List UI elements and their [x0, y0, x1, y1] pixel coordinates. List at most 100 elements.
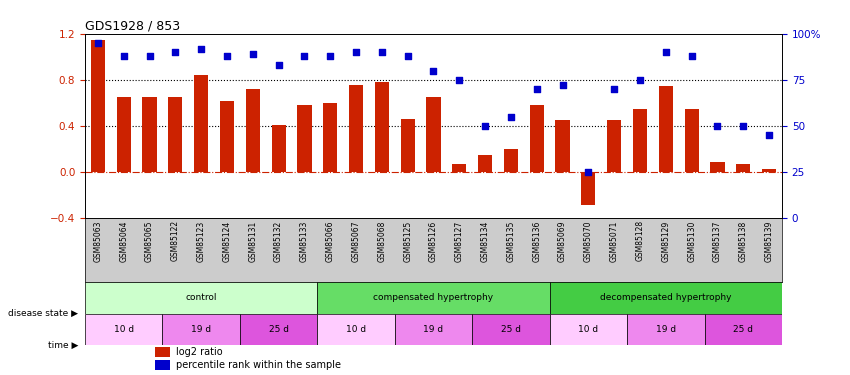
- Bar: [298, 105, 311, 172]
- Bar: [530, 105, 544, 172]
- Text: 25 d: 25 d: [269, 325, 289, 334]
- Text: disease state ▶: disease state ▶: [8, 309, 78, 318]
- Bar: [220, 100, 234, 172]
- Text: GSM85068: GSM85068: [377, 220, 387, 262]
- Point: [427, 68, 440, 74]
- Text: 25 d: 25 d: [734, 325, 753, 334]
- Bar: [705, 314, 782, 345]
- Bar: [633, 109, 647, 172]
- Point: [608, 86, 621, 92]
- Bar: [162, 314, 240, 345]
- Text: compensated hypertrophy: compensated hypertrophy: [373, 293, 494, 302]
- Text: decompensated hypertrophy: decompensated hypertrophy: [600, 293, 732, 302]
- Point: [711, 123, 724, 129]
- Point: [272, 62, 286, 68]
- Point: [452, 77, 466, 83]
- Text: GSM85133: GSM85133: [300, 220, 309, 262]
- Bar: [736, 164, 751, 172]
- Text: time ▶: time ▶: [48, 341, 78, 350]
- Bar: [607, 120, 621, 172]
- Text: GSM85066: GSM85066: [326, 220, 335, 262]
- Point: [91, 40, 105, 46]
- Point: [117, 53, 131, 59]
- Point: [504, 114, 518, 120]
- Text: GSM85132: GSM85132: [274, 220, 283, 261]
- Bar: [627, 314, 705, 345]
- Bar: [427, 97, 440, 172]
- Bar: [240, 314, 317, 345]
- Bar: [271, 125, 286, 172]
- Text: GSM85071: GSM85071: [609, 220, 619, 262]
- Bar: [504, 149, 518, 172]
- Bar: [143, 97, 156, 172]
- Bar: [581, 172, 596, 204]
- Text: GSM85123: GSM85123: [196, 220, 206, 261]
- Bar: [323, 103, 337, 172]
- Text: GSM85138: GSM85138: [739, 220, 748, 261]
- Text: GSM85069: GSM85069: [558, 220, 567, 262]
- Bar: [155, 360, 170, 370]
- Bar: [168, 97, 183, 172]
- Bar: [711, 162, 724, 172]
- Point: [246, 51, 259, 57]
- Bar: [317, 282, 550, 314]
- Point: [581, 169, 595, 175]
- Text: GSM85128: GSM85128: [636, 220, 644, 261]
- Point: [220, 53, 234, 59]
- Text: percentile rank within the sample: percentile rank within the sample: [176, 360, 341, 370]
- Bar: [85, 314, 162, 345]
- Text: GSM85134: GSM85134: [480, 220, 490, 262]
- Point: [736, 123, 750, 129]
- Bar: [452, 164, 467, 172]
- Text: GSM85137: GSM85137: [713, 220, 722, 262]
- Text: GSM85129: GSM85129: [661, 220, 671, 261]
- Bar: [317, 314, 394, 345]
- Text: GSM85063: GSM85063: [94, 220, 102, 262]
- Text: 19 d: 19 d: [655, 325, 676, 334]
- Bar: [155, 347, 170, 357]
- Bar: [91, 39, 105, 172]
- Bar: [400, 119, 415, 172]
- Point: [556, 82, 570, 88]
- Point: [298, 53, 311, 59]
- Text: control: control: [185, 293, 217, 302]
- Text: 10 d: 10 d: [578, 325, 598, 334]
- Text: GSM85131: GSM85131: [248, 220, 258, 261]
- Text: GSM85124: GSM85124: [223, 220, 231, 261]
- Point: [375, 49, 388, 55]
- Text: 25 d: 25 d: [501, 325, 521, 334]
- Point: [324, 53, 337, 59]
- Bar: [349, 84, 363, 172]
- Text: 10 d: 10 d: [346, 325, 366, 334]
- Bar: [550, 314, 627, 345]
- Bar: [556, 120, 570, 172]
- Bar: [194, 75, 208, 172]
- Text: GSM85126: GSM85126: [429, 220, 438, 261]
- Bar: [116, 97, 131, 172]
- Text: 19 d: 19 d: [423, 325, 444, 334]
- Point: [143, 53, 156, 59]
- Text: GSM85127: GSM85127: [455, 220, 464, 261]
- Point: [401, 53, 415, 59]
- Text: 19 d: 19 d: [191, 325, 212, 334]
- Point: [762, 132, 776, 138]
- Point: [349, 49, 363, 55]
- Point: [479, 123, 492, 129]
- Text: GSM85064: GSM85064: [119, 220, 128, 262]
- Bar: [375, 82, 389, 172]
- Text: GSM85130: GSM85130: [687, 220, 696, 262]
- Text: GSM85065: GSM85065: [145, 220, 154, 262]
- Bar: [478, 155, 492, 172]
- Bar: [473, 314, 550, 345]
- Bar: [762, 169, 776, 172]
- Bar: [85, 282, 317, 314]
- Text: GSM85139: GSM85139: [765, 220, 774, 262]
- Point: [195, 45, 208, 51]
- Text: GSM85136: GSM85136: [532, 220, 541, 262]
- Point: [633, 77, 647, 83]
- Bar: [394, 314, 473, 345]
- Text: log2 ratio: log2 ratio: [176, 347, 222, 357]
- Text: GSM85135: GSM85135: [507, 220, 515, 262]
- Bar: [550, 282, 782, 314]
- Text: GSM85070: GSM85070: [584, 220, 593, 262]
